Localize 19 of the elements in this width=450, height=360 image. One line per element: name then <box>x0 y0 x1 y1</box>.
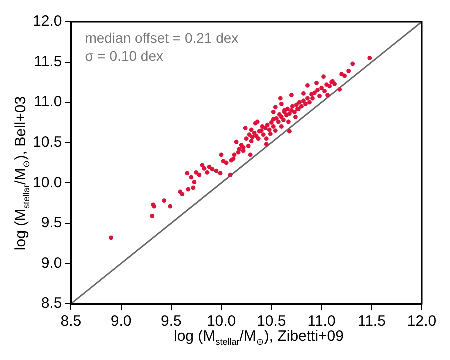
x-tick-label: 10.0 <box>206 313 236 330</box>
y-tick-label: 10.5 <box>32 134 62 151</box>
x-tick-label: 9.5 <box>160 313 182 330</box>
x-tick-label: 11.5 <box>358 313 386 330</box>
y-tick-label: 8.5 <box>41 295 62 312</box>
annotation: median offset = 0.21 dex <box>85 30 239 46</box>
x-axis-title: log (M$_{stellar}$/M$_{⊙}$), Zibetti+09 <box>174 328 344 347</box>
x-tick-label: 10.5 <box>257 313 286 330</box>
x-tick-label: 8.5 <box>60 313 82 330</box>
y-tick-label: 12.0 <box>32 13 62 30</box>
x-tick-label: 11.0 <box>308 313 336 330</box>
x-tick-label: 9.0 <box>110 313 132 330</box>
y-tick-label: 11.0 <box>34 94 62 111</box>
x-tick-label: 12.0 <box>407 313 437 330</box>
y-tick-label: 10.0 <box>32 174 62 192</box>
y-tick-label: 9.5 <box>41 214 62 232</box>
y-tick-label: 11.5 <box>34 53 62 70</box>
y-tick-label: 9.0 <box>41 254 62 272</box>
annotation: σ = 0.10 dex <box>85 48 164 64</box>
